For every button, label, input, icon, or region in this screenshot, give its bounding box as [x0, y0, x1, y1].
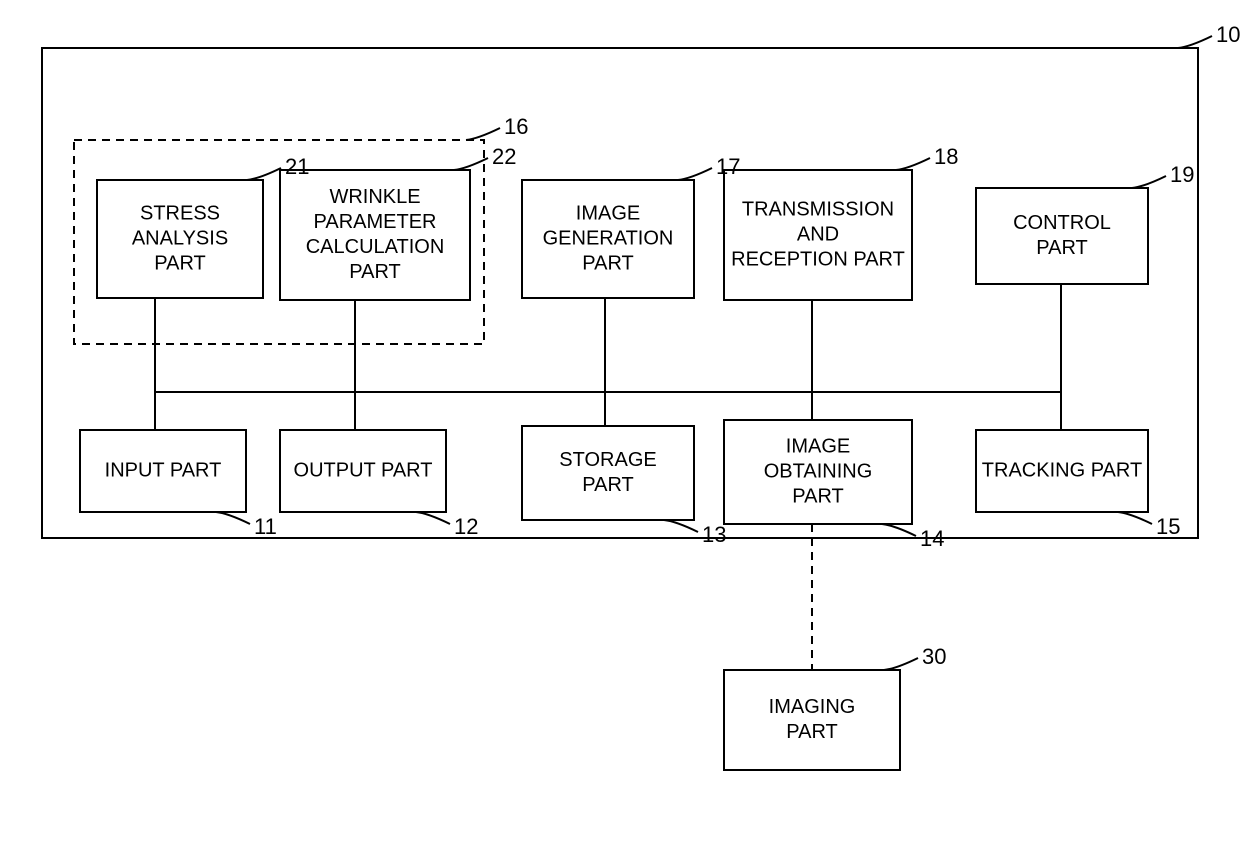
bottom-box-imgobt-ref: 14 — [920, 526, 944, 551]
top-box-wrinkle-label: CALCULATION — [306, 236, 445, 258]
bottom-box-output-ref: 12 — [454, 514, 478, 539]
top-box-stress-label: ANALYSIS — [132, 227, 228, 249]
bottom-box-storage-label: PART — [582, 474, 634, 496]
top-box-imagegen-label: PART — [582, 252, 634, 274]
imaging-box-leader — [884, 658, 918, 670]
group-16-ref: 16 — [504, 114, 528, 139]
imaging-box-label: PART — [786, 721, 838, 743]
system-box-ref: 10 — [1216, 22, 1240, 47]
bottom-box-imgobt-label: OBTAINING — [764, 460, 873, 482]
top-box-txrx-label: TRANSMISSION — [742, 198, 894, 220]
top-box-txrx-label: RECEPTION PART — [731, 248, 905, 270]
top-box-stress-label: STRESS — [140, 202, 220, 224]
top-box-wrinkle-ref: 22 — [492, 144, 516, 169]
bottom-box-tracking-leader — [1118, 512, 1152, 524]
imaging-box-ref: 30 — [922, 644, 946, 669]
bottom-box-input-label: INPUT PART — [105, 459, 222, 481]
top-box-wrinkle-leader — [454, 158, 488, 170]
bottom-box-output-leader — [416, 512, 450, 524]
top-box-wrinkle-label: WRINKLE — [329, 186, 420, 208]
bottom-box-input-ref: 11 — [254, 514, 277, 539]
top-box-control-label: CONTROL — [1013, 212, 1111, 234]
top-box-stress-leader — [247, 168, 281, 180]
top-box-imagegen-label: IMAGE — [576, 202, 640, 224]
top-box-control-leader — [1132, 176, 1166, 188]
group-16-leader — [466, 128, 500, 140]
bottom-box-storage-label: STORAGE — [559, 449, 656, 471]
system-box-leader — [1178, 36, 1212, 48]
bottom-box-imgobt-leader — [882, 524, 916, 536]
bottom-box-output-label: OUTPUT PART — [294, 459, 433, 481]
bottom-box-storage-leader — [664, 520, 698, 532]
top-box-stress-label: PART — [154, 252, 206, 274]
top-box-stress-ref: 21 — [285, 154, 309, 179]
top-box-txrx-label: AND — [797, 223, 839, 245]
top-box-txrx-ref: 18 — [934, 144, 958, 169]
bottom-box-tracking-label: TRACKING PART — [982, 459, 1142, 481]
top-box-imagegen-leader — [678, 168, 712, 180]
imaging-box-label: IMAGING — [769, 696, 856, 718]
top-box-control-ref: 19 — [1170, 162, 1194, 187]
top-box-control-label: PART — [1036, 237, 1088, 259]
top-box-imagegen-ref: 17 — [716, 154, 740, 179]
top-box-wrinkle-label: PARAMETER — [314, 211, 437, 233]
bottom-box-input-leader — [216, 512, 250, 524]
bottom-box-tracking-ref: 15 — [1156, 514, 1180, 539]
top-box-txrx-leader — [896, 158, 930, 170]
top-box-wrinkle-label: PART — [349, 261, 401, 283]
bottom-box-imgobt-label: PART — [792, 485, 844, 507]
bottom-box-imgobt-label: IMAGE — [786, 435, 850, 457]
top-box-imagegen-label: GENERATION — [543, 227, 674, 249]
bottom-box-storage-ref: 13 — [702, 522, 726, 547]
